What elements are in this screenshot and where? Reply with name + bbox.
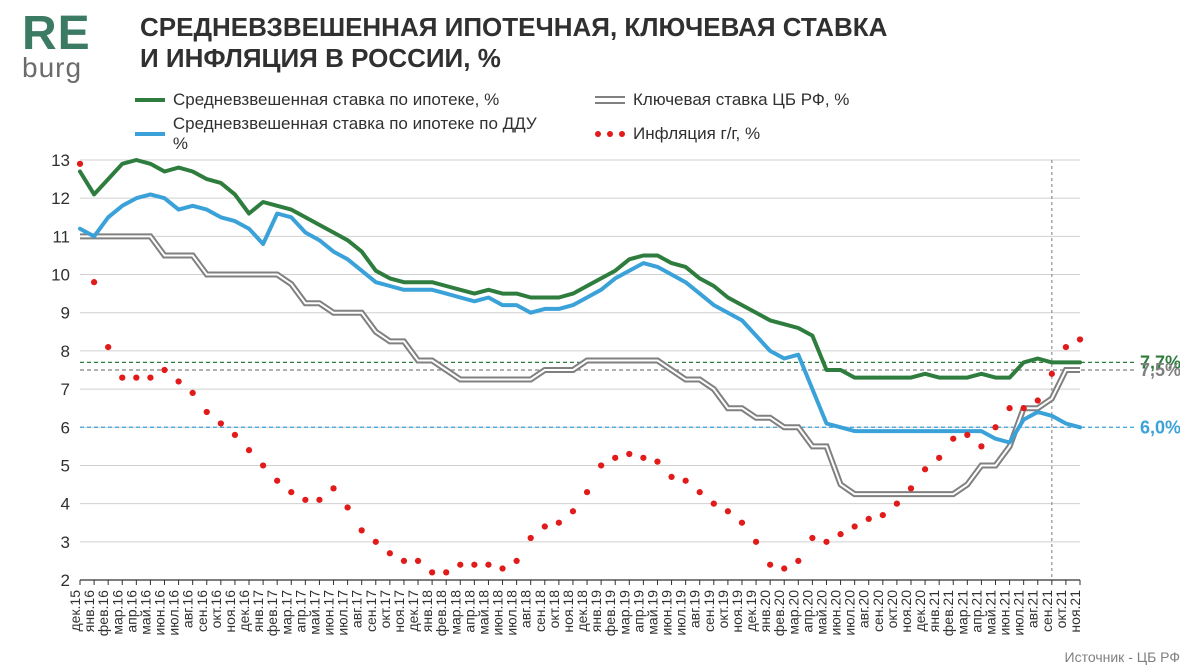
legend-swatch-key bbox=[595, 96, 625, 104]
y-tick-label: 5 bbox=[61, 456, 70, 475]
y-tick-label: 4 bbox=[61, 495, 70, 514]
y-tick-label: 7 bbox=[61, 380, 70, 399]
x-tick-label: ноя.21 bbox=[1067, 590, 1083, 633]
legend-label-infl: Инфляция г/г, % bbox=[633, 124, 760, 144]
legend-swatch-infl bbox=[595, 131, 625, 137]
legend-item-ddu: Средневзвешенная ставка по ипотеке по ДД… bbox=[135, 114, 555, 154]
chart-title: СРЕДНЕВЗВЕШЕННАЯ ИПОТЕЧНАЯ, КЛЮЧЕВАЯ СТА… bbox=[140, 12, 887, 73]
legend-label-key: Ключевая ставка ЦБ РФ, % bbox=[633, 90, 849, 110]
y-tick-label: 2 bbox=[61, 571, 70, 590]
legend-item-key: Ключевая ставка ЦБ РФ, % bbox=[595, 90, 1015, 110]
chart-area: 2345678910111213дек.15янв.16фев.16мар.16… bbox=[20, 150, 1180, 660]
y-tick-label: 6 bbox=[61, 418, 70, 437]
source-label: Источник - ЦБ РФ bbox=[1065, 649, 1180, 665]
chart-svg: 2345678910111213дек.15янв.16фев.16мар.16… bbox=[20, 150, 1180, 660]
logo-line1: RE bbox=[22, 10, 91, 58]
end-label-key: 7,5% bbox=[1140, 360, 1180, 380]
legend-swatch-mortgage bbox=[135, 98, 165, 102]
legend: Средневзвешенная ставка по ипотеке, % Кл… bbox=[135, 90, 1015, 158]
y-tick-label: 8 bbox=[61, 342, 70, 361]
root: RE burg СРЕДНЕВЗВЕШЕННАЯ ИПОТЕЧНАЯ, КЛЮЧ… bbox=[0, 0, 1200, 671]
y-tick-label: 9 bbox=[61, 304, 70, 323]
y-tick-label: 13 bbox=[51, 151, 70, 170]
y-tick-label: 11 bbox=[52, 227, 70, 246]
legend-label-ddu: Средневзвешенная ставка по ипотеке по ДД… bbox=[173, 114, 555, 154]
legend-label-mortgage: Средневзвешенная ставка по ипотеке, % bbox=[173, 90, 499, 110]
y-tick-label: 3 bbox=[61, 533, 70, 552]
logo: RE burg bbox=[22, 10, 91, 82]
legend-swatch-ddu bbox=[135, 132, 165, 136]
title-line-1: СРЕДНЕВЗВЕШЕННАЯ ИПОТЕЧНАЯ, КЛЮЧЕВАЯ СТА… bbox=[140, 12, 887, 43]
end-label-ddu: 6,0% bbox=[1140, 417, 1180, 437]
y-tick-label: 12 bbox=[51, 189, 70, 208]
y-tick-label: 10 bbox=[51, 266, 70, 285]
legend-item-mortgage: Средневзвешенная ставка по ипотеке, % bbox=[135, 90, 555, 110]
logo-line2: burg bbox=[22, 54, 91, 82]
title-line-2: И ИНФЛЯЦИЯ В РОССИИ, % bbox=[140, 43, 887, 74]
legend-item-infl: Инфляция г/г, % bbox=[595, 114, 1015, 154]
